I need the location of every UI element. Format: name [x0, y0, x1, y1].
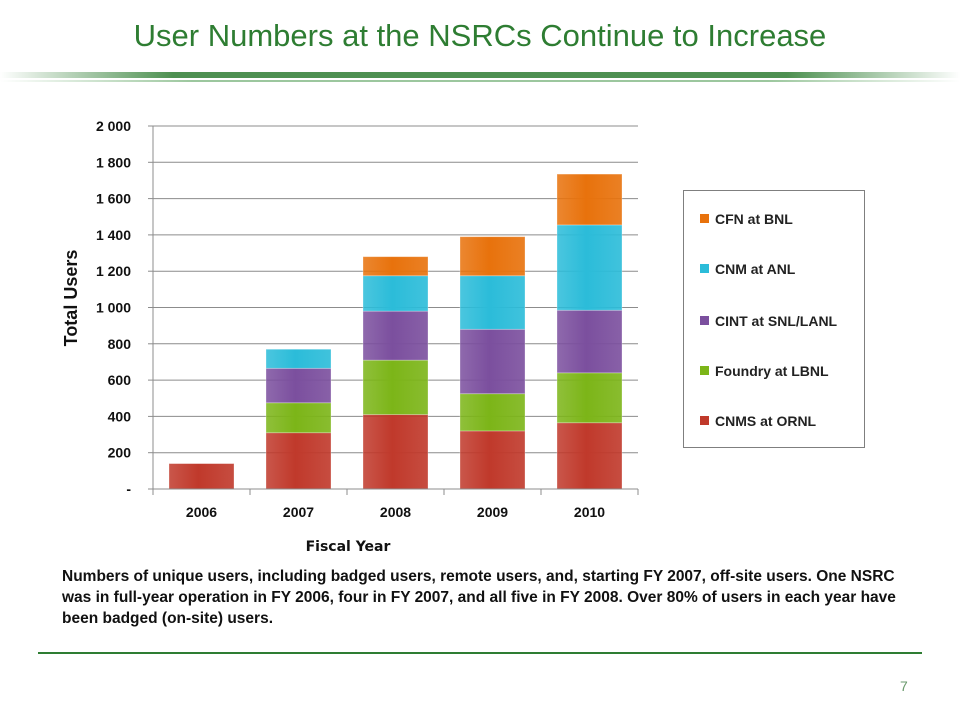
y-tick-label: 1 000: [96, 300, 131, 316]
legend-swatch: [700, 366, 709, 375]
y-tick-label: 400: [108, 408, 132, 424]
y-tick-label: 800: [108, 336, 132, 352]
y-tick-label: 1 600: [96, 191, 131, 207]
bar-segment: [556, 224, 623, 311]
bar-segment: [265, 348, 332, 369]
legend-swatch: [700, 264, 709, 273]
legend-label: Foundry at LBNL: [715, 363, 829, 379]
y-tick-label: 200: [108, 445, 132, 461]
legend-label: CNMS at ORNL: [715, 413, 817, 429]
bar-segment: [362, 414, 429, 490]
bar-segment: [265, 432, 332, 490]
legend-item: CFN at BNL: [700, 211, 793, 227]
bar-segment: [556, 173, 623, 226]
title-divider-thin: [0, 80, 960, 82]
bar-segment: [168, 463, 235, 490]
bar-segment: [265, 367, 332, 404]
chart-legend: CFN at BNL CNM at ANL CINT at SNL/LANL Foun…: [683, 190, 865, 448]
y-tick-label: 1 800: [96, 154, 131, 170]
legend-swatch: [700, 214, 709, 223]
legend-swatch: [700, 416, 709, 425]
bar-segment: [556, 422, 623, 490]
y-tick-label: 600: [108, 372, 132, 388]
legend-item: CNM at ANL: [700, 261, 795, 277]
legend-swatch: [700, 316, 709, 325]
bar-segment: [362, 275, 429, 312]
axes: [148, 125, 639, 495]
title-divider: [0, 72, 960, 78]
bar-segment: [556, 309, 623, 374]
bar-segment: [459, 430, 526, 490]
bar-segment: [362, 256, 429, 277]
y-tick-label: 1 400: [96, 227, 131, 243]
x-tick-label: 2006: [186, 504, 217, 520]
bar-segment: [362, 359, 429, 415]
x-tick-label: 2010: [574, 504, 605, 520]
bar-segment: [459, 328, 526, 395]
footer-divider: [38, 652, 922, 654]
legend-label: CINT at SNL/LANL: [715, 313, 838, 329]
legend-item: CNMS at ORNL: [700, 413, 816, 429]
stacked-bar-chart: - 200 400 600 800 1 000 1 200 1 400 1 600 1 800 2 …: [61, 118, 639, 555]
bar-segment: [459, 236, 526, 277]
legend-label: CNM at ANL: [715, 261, 796, 277]
legend-item: CINT at SNL/LANL: [700, 313, 837, 329]
bar-segment: [459, 275, 526, 330]
chart-caption: Numbers of unique users, including badge…: [62, 568, 896, 627]
bars: [168, 173, 623, 490]
y-tick-label: 1 200: [96, 263, 131, 279]
x-tick-label: 2007: [283, 504, 314, 520]
x-axis-label: Fiscal Year: [306, 539, 391, 555]
x-tick-label: 2008: [380, 504, 411, 520]
slide-title: User Numbers at the NSRCs Continue to In…: [133, 18, 827, 53]
bar-segment: [459, 393, 526, 432]
bar-segment: [556, 372, 623, 424]
x-tick-label: 2009: [477, 504, 508, 520]
legend-item: Foundry at LBNL: [700, 363, 829, 379]
page-number: 7: [900, 678, 908, 694]
y-tick-label: -: [126, 481, 131, 497]
y-tick-label: 2 000: [96, 118, 131, 134]
y-axis-label: Total Users: [61, 250, 81, 347]
bar-segment: [265, 402, 332, 434]
x-tick-labels: 2006 2007 2008 2009 2010: [186, 504, 605, 520]
bar-segment: [362, 310, 429, 361]
legend-label: CFN at BNL: [715, 211, 793, 227]
y-tick-labels: - 200 400 600 800 1 000 1 200 1 400 1 600 1 800 2 …: [96, 118, 131, 497]
